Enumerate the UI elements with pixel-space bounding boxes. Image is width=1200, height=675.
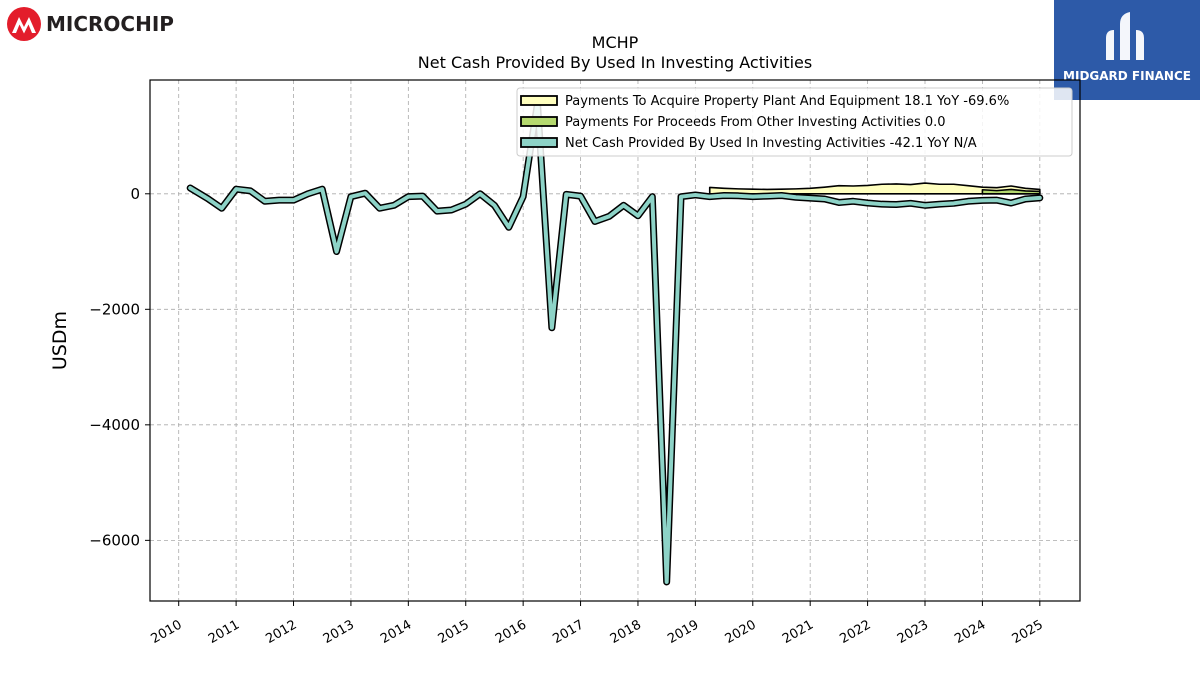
x-tick-label: 2018 <box>608 617 644 647</box>
x-tick-label: 2023 <box>895 617 931 647</box>
legend-swatch-other <box>520 116 558 127</box>
ticks: 2010 2011 2012 2013 2014 2015 2016 2017 2018 2019… <box>89 185 1046 647</box>
x-tick-label: 2017 <box>550 617 586 647</box>
y-tick-label: −2000 <box>89 300 140 318</box>
legend-label-net: Net Cash Provided By Used In Investing A… <box>565 136 977 151</box>
x-tick-label: 2014 <box>378 617 414 647</box>
midgard-mark-icon <box>1106 12 1144 60</box>
x-tick-label: 2012 <box>263 617 299 647</box>
x-tick-label: 2011 <box>206 617 242 647</box>
y-axis-label: USDm <box>49 311 71 370</box>
x-tick-label: 2024 <box>952 617 988 647</box>
series-other-area <box>981 188 1041 195</box>
y-tick-label: 0 <box>130 185 140 203</box>
microchip-mark-icon <box>7 7 41 41</box>
legend-label-capex: Payments To Acquire Property Plant And E… <box>565 94 1009 109</box>
badge-text: MIDGARD FINANCE <box>1063 69 1191 83</box>
legend: Payments To Acquire Property Plant And E… <box>516 87 1073 157</box>
chart-subtitle: Net Cash Provided By Used In Investing A… <box>418 53 812 72</box>
x-tick-label: 2015 <box>436 617 472 647</box>
y-tick-label: −6000 <box>89 531 140 549</box>
x-tick-label: 2013 <box>321 617 357 647</box>
brand-name: MICROCHIP <box>46 12 174 36</box>
x-tick-label: 2025 <box>1010 617 1046 647</box>
microchip-logo: MICROCHIP <box>7 7 174 41</box>
x-tick-label: 2020 <box>723 617 759 647</box>
chart-title: MCHP <box>592 33 639 52</box>
bands <box>708 182 1041 195</box>
series-net-outline <box>186 99 1044 586</box>
legend-label-other: Payments For Proceeds From Other Investi… <box>565 115 946 130</box>
x-tick-label: 2022 <box>837 617 873 647</box>
legend-swatch-net <box>520 137 558 148</box>
legend-swatch-capex <box>520 95 558 106</box>
x-tick-label: 2016 <box>493 617 529 647</box>
x-tick-label: 2010 <box>149 617 185 647</box>
series-capex-area <box>708 182 1041 195</box>
series-net-line <box>188 101 1042 584</box>
series-lines <box>186 99 1044 586</box>
grid <box>150 80 1080 601</box>
x-tick-label: 2021 <box>780 617 816 647</box>
plot-frame <box>149 79 1081 602</box>
legend-box <box>516 87 1073 157</box>
y-tick-label: −4000 <box>89 416 140 434</box>
x-tick-label: 2019 <box>665 617 701 647</box>
midgard-finance-badge: MIDGARD FINANCE <box>1054 0 1200 100</box>
